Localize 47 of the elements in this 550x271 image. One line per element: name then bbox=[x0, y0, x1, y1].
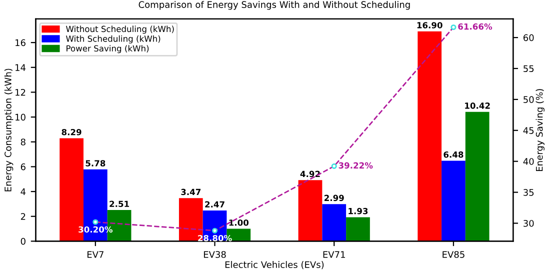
bar bbox=[346, 217, 370, 242]
y-tick-label: 2 bbox=[20, 213, 26, 220]
bar bbox=[322, 204, 346, 242]
y-tick-label: 10 bbox=[16, 114, 26, 121]
chart-title: Comparison of Energy Savings With and Without Scheduling bbox=[138, 1, 410, 10]
y2-axis-title: Energy Saving (%) bbox=[536, 89, 544, 171]
data-label: 5.78 bbox=[86, 160, 106, 166]
y-tick-label: 0 bbox=[20, 238, 26, 245]
y2-tick-label: 35 bbox=[524, 189, 534, 196]
y2-tick-label: 40 bbox=[523, 158, 534, 165]
y-tick-label: 14 bbox=[16, 64, 26, 71]
data-label: 2.51 bbox=[110, 200, 130, 208]
y-tick-label: 12 bbox=[16, 88, 26, 96]
data-label: 1.00 bbox=[229, 219, 249, 226]
bar bbox=[298, 180, 322, 242]
legend-label: Without Scheduling (kWh) bbox=[66, 26, 174, 34]
data-label: 16.90 bbox=[417, 22, 442, 28]
x-tick-label: EV7 bbox=[88, 251, 104, 258]
y2-tick-label: 45 bbox=[523, 127, 534, 134]
data-label: 39.22% bbox=[338, 162, 373, 169]
bar bbox=[418, 31, 442, 242]
y2-tick-label: 60 bbox=[524, 34, 534, 42]
y2-tick-label: 50 bbox=[524, 96, 534, 103]
data-label: 61.66% bbox=[458, 23, 492, 30]
y-tick-label: 8 bbox=[20, 138, 26, 146]
data-label: 2.99 bbox=[324, 194, 344, 202]
x-tick-label: EV85 bbox=[442, 251, 464, 258]
data-label: 4.92 bbox=[300, 170, 320, 178]
data-label: 2.47 bbox=[205, 201, 224, 208]
data-label: 3.47 bbox=[181, 188, 201, 196]
x-tick-label: EV38 bbox=[204, 251, 226, 258]
y-tick-label: 16 bbox=[16, 39, 26, 46]
y2-tick-label: 30 bbox=[524, 220, 534, 227]
x-tick-label: EV71 bbox=[323, 251, 345, 258]
data-label: 8.29 bbox=[62, 128, 82, 136]
legend-label: Power Saving (kWh) bbox=[66, 45, 149, 54]
legend-label: With Scheduling (kWh) bbox=[66, 35, 160, 44]
y2-tick-label: 55 bbox=[524, 65, 534, 72]
data-label: 6.48 bbox=[444, 151, 464, 158]
y-tick-label: 6 bbox=[20, 163, 26, 170]
data-label: 1.93 bbox=[348, 208, 368, 214]
bar bbox=[465, 112, 490, 242]
bar bbox=[442, 160, 466, 242]
x-axis-title: Electric Vehicles (EVs) bbox=[225, 261, 324, 270]
data-label: 10.42 bbox=[465, 102, 490, 109]
y-axis-title: Energy Consumption (kWh) bbox=[4, 68, 14, 192]
y-tick-label: 4 bbox=[20, 188, 26, 195]
